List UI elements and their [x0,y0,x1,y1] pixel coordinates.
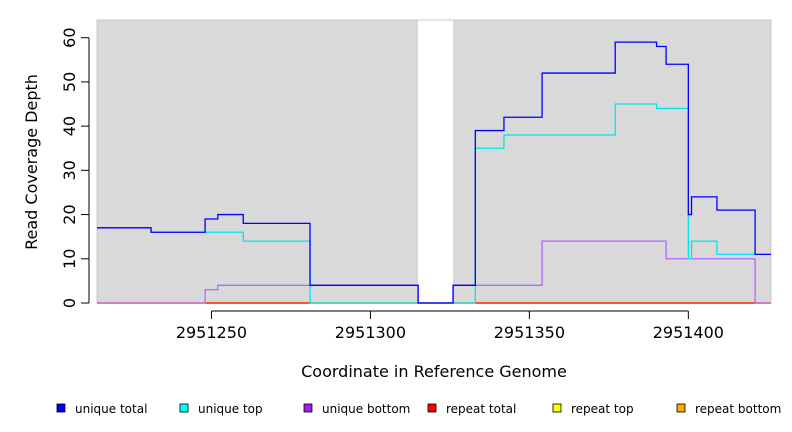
legend-label: repeat total [446,402,516,416]
legend-label: unique total [75,402,147,416]
y-tick-label-50: 50 [60,72,79,92]
series-layer [97,41,771,304]
legend-swatch [676,403,686,413]
y-axis-title: Read Coverage Depth [22,74,41,250]
y-tick-label-60: 60 [60,28,79,48]
axes-layer: 0 10 20 30 40 50 60 2951250 2951300 2951350 295140… [60,28,724,342]
legend-swatch [427,403,437,413]
series-unique-total [97,41,771,304]
gap-region-0 [418,20,454,303]
x-tick-label-2951400: 2951400 [653,323,724,342]
legend-label: repeat bottom [695,402,781,416]
x-tick-label-2951250: 2951250 [176,323,247,342]
legend-swatch [179,403,189,413]
y-tick-label-0: 0 [60,298,79,308]
legend-item-unique-top: unique top [179,402,263,416]
legend-item-repeat-top: repeat top [552,402,634,416]
y-tick-label-30: 30 [60,160,79,180]
legend: unique total unique top unique bottom repea… [56,402,781,416]
series-unique-top [97,103,771,304]
legend-label: unique top [198,402,263,416]
legend-label: unique bottom [322,402,410,416]
x-tick-label-2951350: 2951350 [494,323,565,342]
legend-item-unique-total: unique total [56,402,147,416]
legend-label: repeat top [571,402,634,416]
y-tick-label-10: 10 [60,249,79,269]
legend-item-repeat-total: repeat total [427,402,516,416]
x-tick-label-2951300: 2951300 [335,323,406,342]
x-axis-title: Coordinate in Reference Genome [301,362,567,381]
legend-swatch [552,403,562,413]
legend-item-repeat-bottom: repeat bottom [676,402,781,416]
y-tick-label-40: 40 [60,116,79,136]
y-tick-label-20: 20 [60,204,79,224]
legend-item-unique-bottom: unique bottom [303,402,410,416]
plot-background [96,19,772,304]
legend-swatch [303,403,313,413]
legend-swatch [56,403,66,413]
